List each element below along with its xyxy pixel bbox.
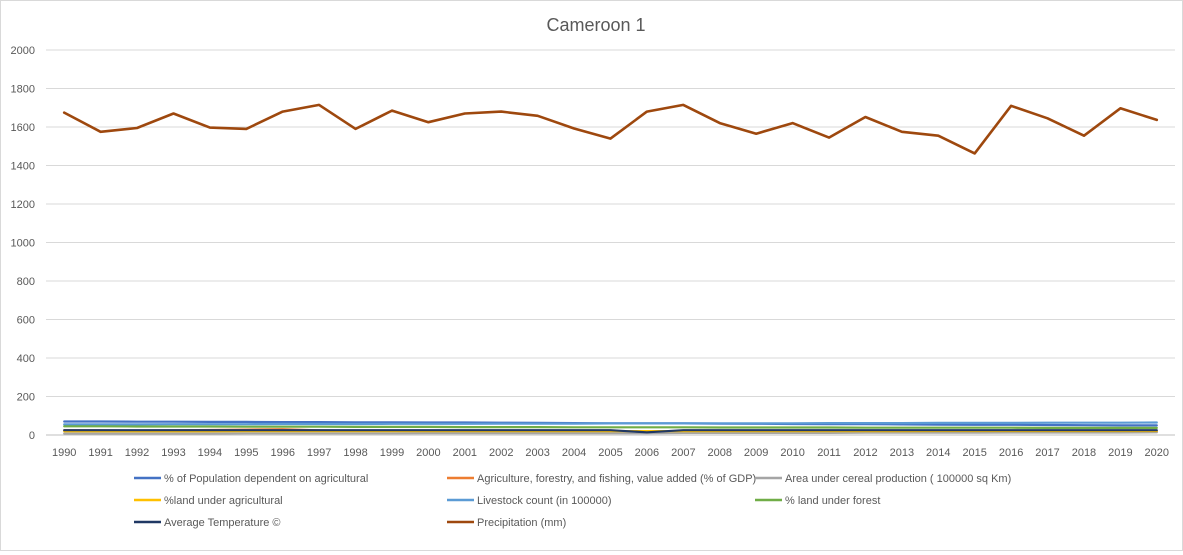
x-tick-label: 2010 <box>780 447 804 459</box>
legend-entry: Area under cereal production ( 100000 sq… <box>785 473 1011 485</box>
x-tick-label: 2011 <box>817 447 841 459</box>
y-tick-label: 1200 <box>11 199 35 211</box>
series-line <box>64 426 1157 428</box>
x-tick-label: 1990 <box>52 447 76 459</box>
x-tick-label: 2003 <box>525 447 549 459</box>
y-tick-label: 1800 <box>11 84 35 96</box>
x-tick-label: 2009 <box>744 447 768 459</box>
x-tick-label: 1995 <box>234 447 258 459</box>
legend: % of Population dependent on agricultura… <box>134 473 1011 529</box>
x-tick-label: 2005 <box>598 447 622 459</box>
series-line <box>64 105 1157 153</box>
series-line <box>64 432 1157 433</box>
x-tick-label: 2016 <box>999 447 1023 459</box>
x-tick-label: 2004 <box>562 447 586 459</box>
x-tick-label: 2006 <box>635 447 659 459</box>
legend-entry: % of Population dependent on agricultura… <box>164 473 368 485</box>
y-tick-label: 1400 <box>11 161 35 173</box>
y-tick-label: 400 <box>17 353 35 365</box>
y-axis: 0 200 400 600 800 1000 1200 1400 1600 1800 2000 <box>11 45 35 442</box>
x-tick-label: 1999 <box>380 447 404 459</box>
x-tick-label: 2014 <box>926 447 950 459</box>
y-tick-label: 1600 <box>11 122 35 134</box>
x-tick-label: 2013 <box>890 447 914 459</box>
x-tick-label: 2000 <box>416 447 440 459</box>
x-tick-label: 1993 <box>161 447 185 459</box>
legend-entry: Livestock count (in 100000) <box>477 495 612 507</box>
series-lines <box>64 105 1157 434</box>
y-tick-label: 2000 <box>11 45 35 57</box>
x-tick-label: 1997 <box>307 447 331 459</box>
x-tick-label: 1996 <box>270 447 294 459</box>
legend-entry: Agriculture, forestry, and fishing, valu… <box>477 473 756 485</box>
x-axis: 1990 1991 1992 1993 1994 1995 1996 1997 1998 1999… <box>52 447 1169 459</box>
x-tick-label: 2019 <box>1108 447 1132 459</box>
x-tick-label: 2015 <box>962 447 986 459</box>
legend-entry: % land under forest <box>785 495 880 507</box>
chart-title: Cameroon 1 <box>546 15 645 35</box>
y-tick-label: 0 <box>29 430 35 442</box>
y-tick-label: 200 <box>17 392 35 404</box>
y-tick-label: 600 <box>17 315 35 327</box>
x-tick-label: 2017 <box>1035 447 1059 459</box>
x-tick-label: 2002 <box>489 447 513 459</box>
x-tick-label: 1991 <box>88 447 112 459</box>
x-tick-label: 2018 <box>1072 447 1096 459</box>
legend-entry: Precipitation (mm) <box>477 517 566 529</box>
legend-entry: %land under agricultural <box>164 495 283 507</box>
x-tick-label: 1992 <box>125 447 149 459</box>
x-tick-label: 2020 <box>1145 447 1169 459</box>
x-tick-label: 2008 <box>708 447 732 459</box>
y-tick-label: 1000 <box>11 238 35 250</box>
gridlines <box>46 50 1175 435</box>
x-tick-label: 2007 <box>671 447 695 459</box>
x-tick-label: 2012 <box>853 447 877 459</box>
x-tick-label: 1994 <box>198 447 222 459</box>
y-tick-label: 800 <box>17 276 35 288</box>
x-tick-label: 1998 <box>343 447 367 459</box>
legend-entry: Average Temperature © <box>164 517 281 529</box>
x-tick-label: 2001 <box>453 447 477 459</box>
